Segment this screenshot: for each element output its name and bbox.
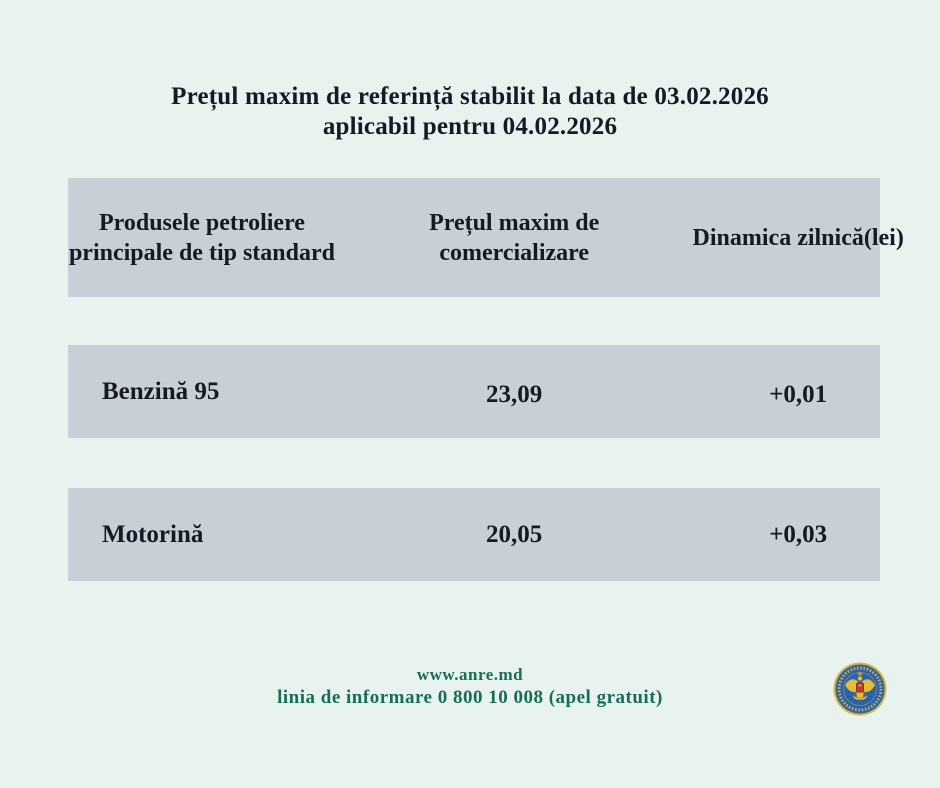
website-link[interactable]: www.anre.md: [416, 665, 524, 684]
header-daily-dynamic-column: Dinamica zilnică(lei): [692, 224, 904, 251]
moldova-coat-of-arms-logo: [833, 662, 887, 716]
page-title-line1: Prețul maxim de referință stabilit la da…: [171, 83, 769, 110]
header-max-price-column: Prețul maxim de comercializare: [429, 209, 600, 266]
table-row-benzina-95: Benzină 95 23,09 +0,01: [68, 345, 880, 438]
page-title: Prețul maxim de referință stabilit la da…: [0, 82, 940, 142]
header-product-column: Produsele petroliere principale de tip s…: [68, 209, 335, 266]
footer: www.anre.md linia de informare 0 800 10 …: [0, 664, 940, 710]
max-price-value: 23,09: [486, 380, 543, 408]
page-title-line2: aplicabil pentru 04.02.2026: [322, 113, 618, 140]
daily-dynamic-value: +0,03: [769, 520, 828, 548]
table-header-row: Produsele petroliere principale de tip s…: [68, 178, 904, 297]
daily-dynamic-value: +0,01: [769, 380, 828, 408]
max-price-value: 20,05: [486, 520, 543, 548]
table-row-motorina: Motorină 20,05 +0,03: [68, 488, 880, 581]
product-name: Benzină 95: [102, 377, 220, 405]
info-line-text: linia de informare 0 800 10 008 (apel gr…: [277, 687, 663, 708]
product-name: Motorină: [102, 520, 204, 548]
